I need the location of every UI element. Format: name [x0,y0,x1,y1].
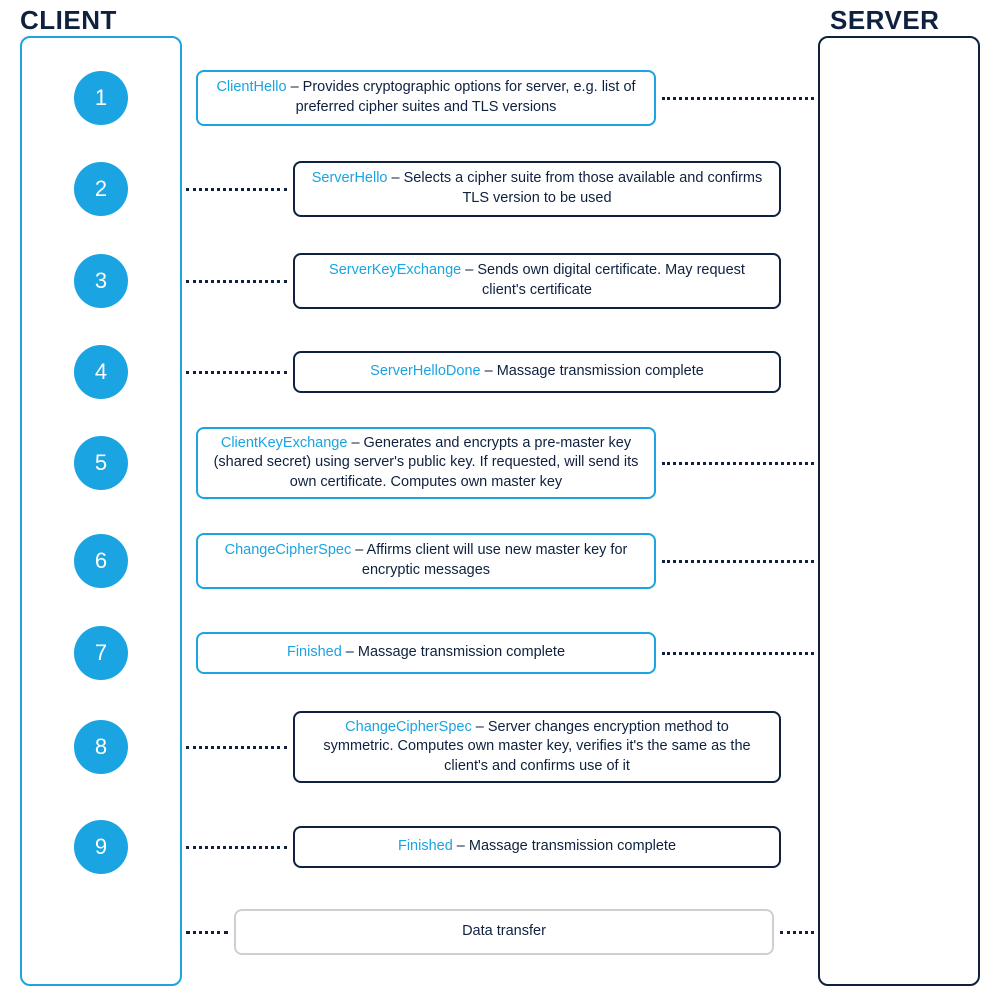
step-name-9: Finished [398,838,453,854]
dots-left-9 [186,846,287,849]
step-name-7: Finished [287,644,342,660]
step-circle-9: 9 [74,820,128,874]
dots-left-data [186,931,228,934]
step-desc-7: – Massage transmission complete [342,644,565,660]
dots-right-data [780,931,814,934]
step-box-5: ClientKeyExchange – Generates and encryp… [196,427,656,499]
step-box-6: ChangeCipherSpec – Affirms client will u… [196,533,656,589]
step-circle-8: 8 [74,720,128,774]
step-desc-6: – Affirms client will use new master key… [351,542,627,578]
step-desc-9: – Massage transmission complete [453,838,676,854]
step-name-4: ServerHelloDone [370,363,480,379]
client-heading: CLIENT [20,5,117,36]
server-heading: SERVER [830,5,939,36]
dots-left-8 [186,746,287,749]
step-circle-3: 3 [74,254,128,308]
step-name-8: ChangeCipherSpec [345,719,472,735]
step-circle-7: 7 [74,626,128,680]
step-circle-2: 2 [74,162,128,216]
dots-left-2 [186,188,287,191]
data-transfer-box: Data transfer [234,909,774,955]
step-box-9: Finished – Massage transmission complete [293,826,781,868]
step-circle-6: 6 [74,534,128,588]
step-circle-4: 4 [74,345,128,399]
step-box-1: ClientHello – Provides cryptographic opt… [196,70,656,126]
step-name-5: ClientKeyExchange [221,435,348,451]
step-name-2: ServerHello [312,170,388,186]
server-lane [818,36,980,986]
step-box-7: Finished – Massage transmission complete [196,632,656,674]
step-name-1: ClientHello [216,79,286,95]
dots-right-5 [662,462,814,465]
step-desc-4: – Massage transmission complete [481,363,704,379]
dots-right-1 [662,97,814,100]
step-name-6: ChangeCipherSpec [225,542,352,558]
step-circle-5: 5 [74,436,128,490]
dots-left-4 [186,371,287,374]
dots-right-7 [662,652,814,655]
step-desc-2: – Selects a cipher suite from those avai… [387,170,762,206]
dots-right-6 [662,560,814,563]
dots-left-3 [186,280,287,283]
step-desc-1: – Provides cryptographic options for ser… [287,79,636,115]
step-box-2: ServerHello – Selects a cipher suite fro… [293,161,781,217]
step-box-3: ServerKeyExchange – Sends own digital ce… [293,253,781,309]
step-box-8: ChangeCipherSpec – Server changes encryp… [293,711,781,783]
step-circle-1: 1 [74,71,128,125]
step-box-4: ServerHelloDone – Massage transmission c… [293,351,781,393]
step-name-3: ServerKeyExchange [329,262,461,278]
step-desc-3: – Sends own digital certificate. May req… [461,262,745,298]
